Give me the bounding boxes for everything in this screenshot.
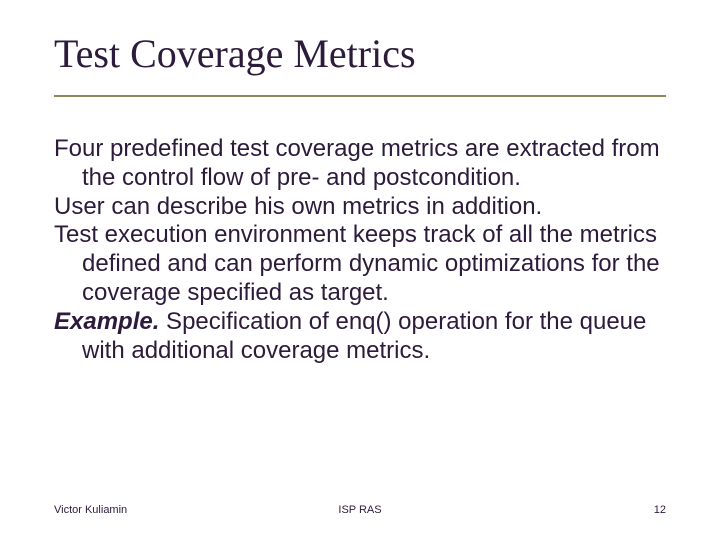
footer-org: ISP RAS [258,504,462,516]
example-label: Example. [54,308,159,335]
paragraph-3: Test execution environment keeps track o… [54,221,666,307]
paragraph-4: Example. Specification of enq() operatio… [54,308,666,366]
body-text: Four predefined test coverage metrics ar… [54,135,666,365]
paragraph-1: Four predefined test coverage metrics ar… [54,135,666,193]
footer: Victor Kuliamin ISP RAS 12 [54,504,666,516]
footer-author: Victor Kuliamin [54,504,258,516]
slide-title: Test Coverage Metrics [54,30,666,97]
slide: Test Coverage Metrics Four predefined te… [0,0,720,540]
paragraph-2: User can describe his own metrics in add… [54,193,666,222]
footer-page-number: 12 [462,504,666,516]
paragraph-4-rest: Specification of enq() operation for the… [82,308,646,364]
